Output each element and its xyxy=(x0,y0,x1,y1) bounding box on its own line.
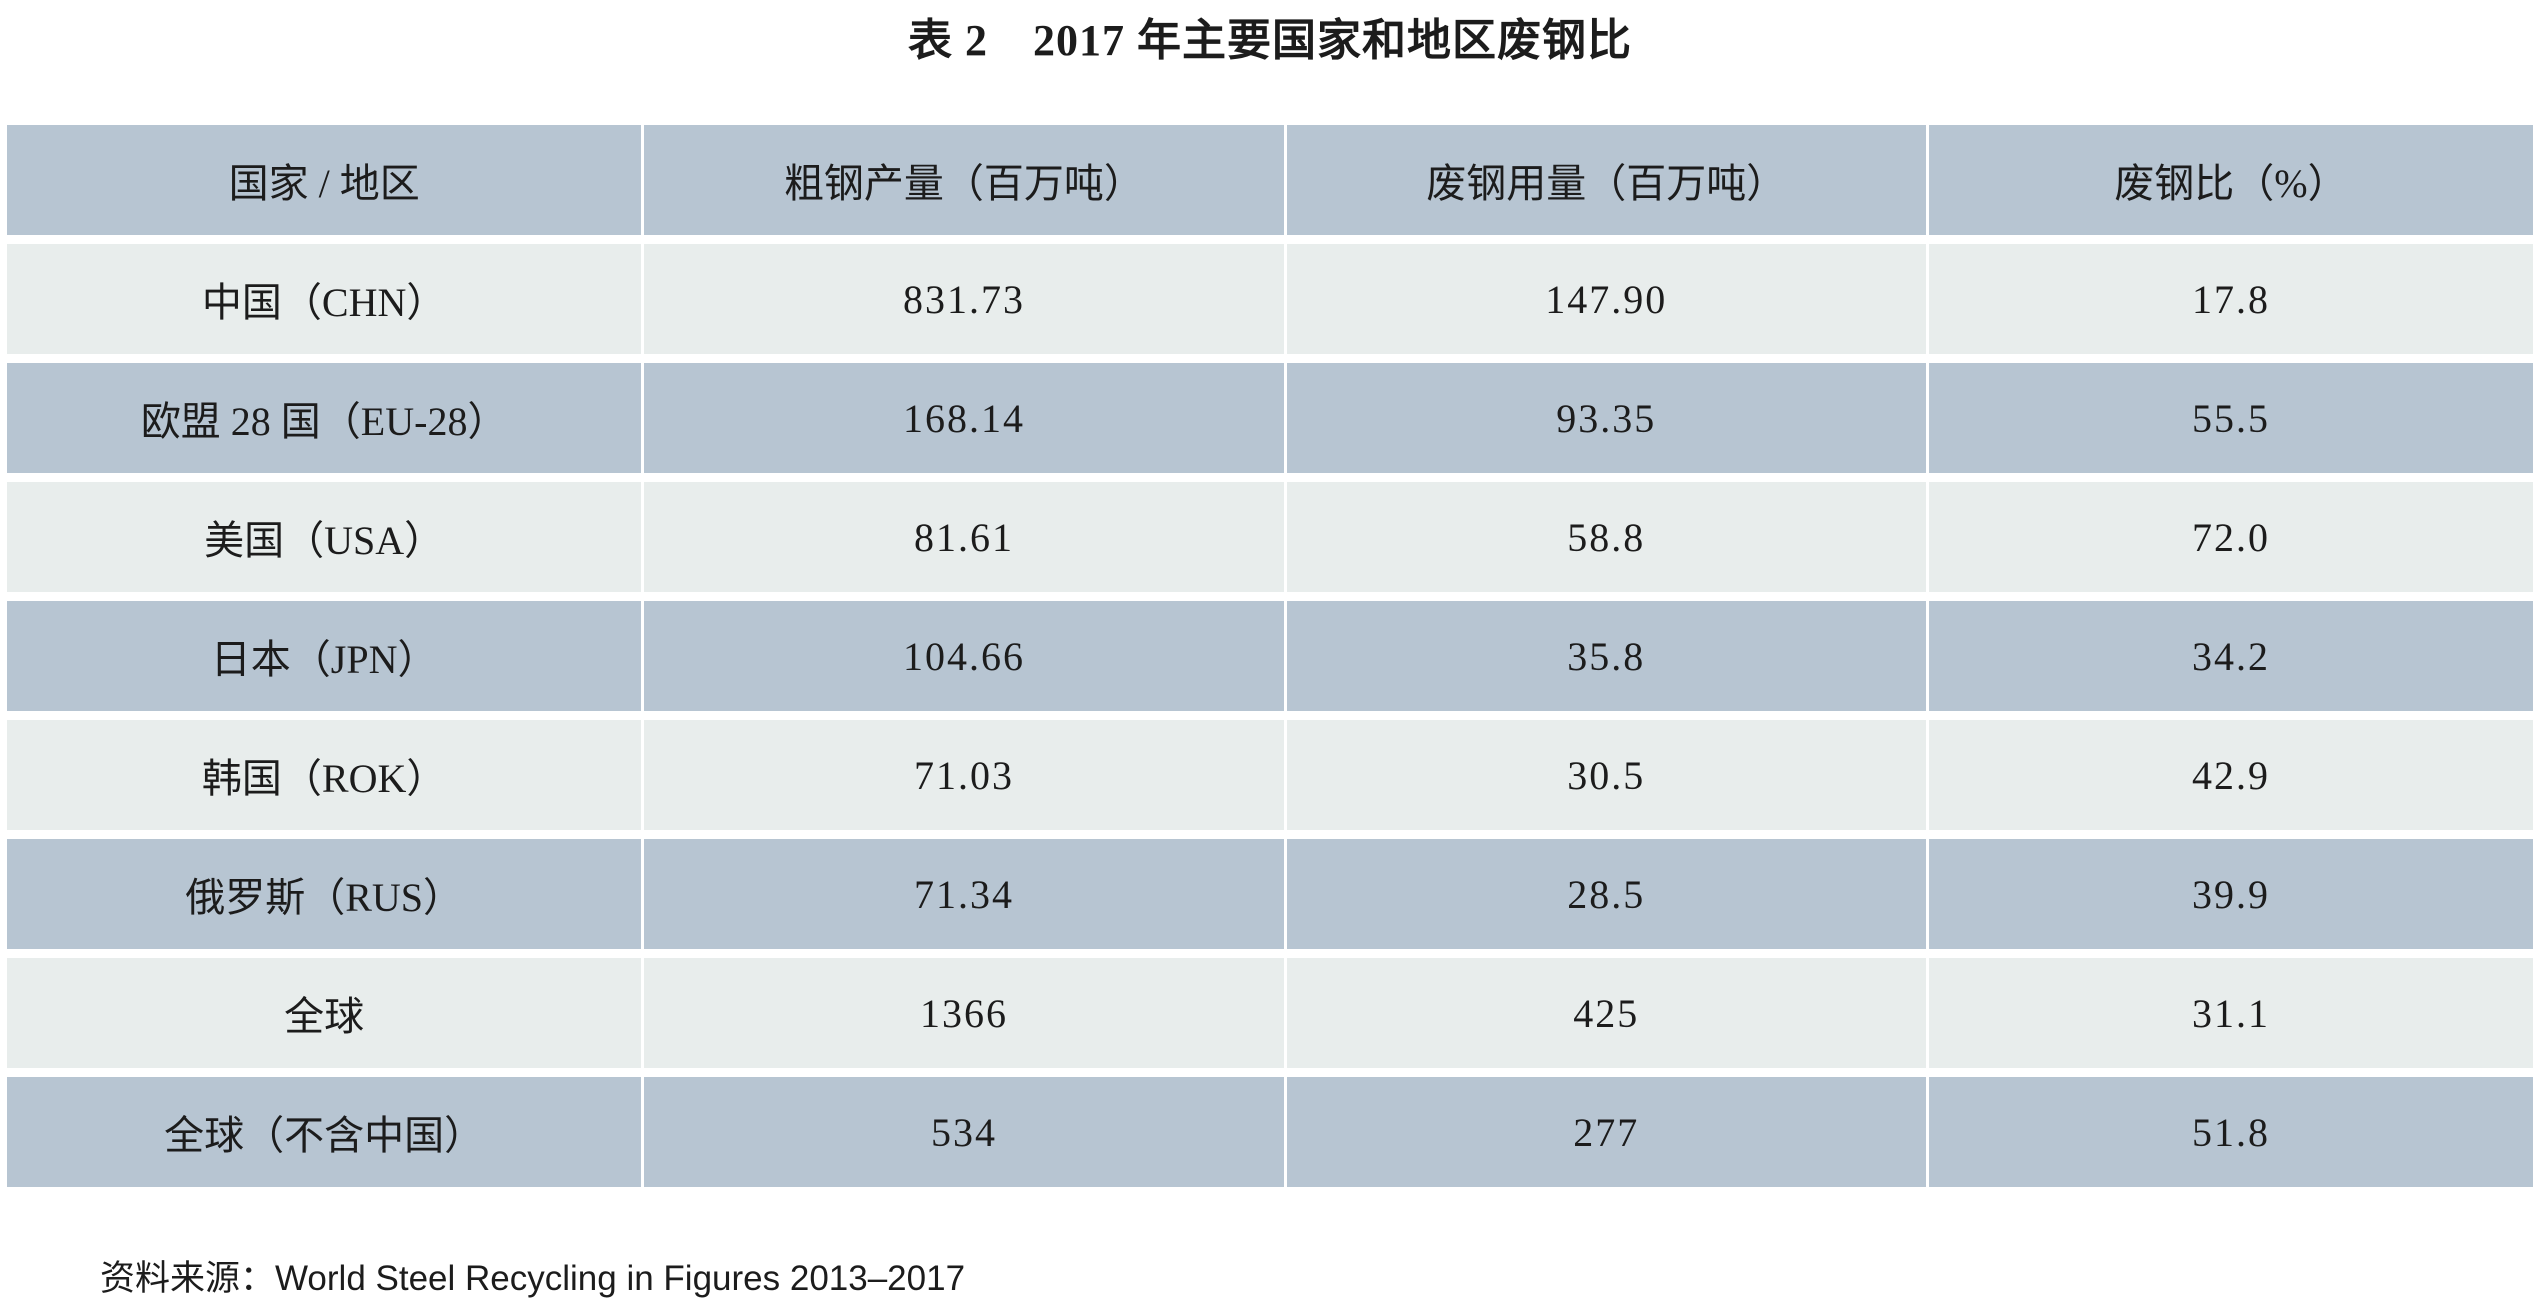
cell-scrap-use: 30.5 xyxy=(1286,720,1926,830)
cell-ratio: 51.8 xyxy=(1928,1077,2533,1187)
cell-scrap-use: 35.8 xyxy=(1286,601,1926,711)
data-source: 资料来源：World Steel Recycling in Figures 20… xyxy=(100,1250,2540,1301)
table-row: 全球（不含中国） 534 277 51.8 xyxy=(7,1077,2533,1187)
header-cell-region: 国家 / 地区 xyxy=(7,125,642,235)
cell-region: 中国（CHN） xyxy=(7,244,642,354)
cell-production: 168.14 xyxy=(644,363,1284,473)
cell-scrap-use: 93.35 xyxy=(1286,363,1926,473)
table-row: 欧盟 28 国（EU-28） 168.14 93.35 55.5 xyxy=(7,363,2533,473)
cell-production: 831.73 xyxy=(644,244,1284,354)
header-cell-production: 粗钢产量（百万吨） xyxy=(644,125,1284,235)
cell-ratio: 34.2 xyxy=(1928,601,2533,711)
data-table: 国家 / 地区 粗钢产量（百万吨） 废钢用量（百万吨） 废钢比（%） 中国（CH… xyxy=(4,116,2536,1196)
cell-region: 美国（USA） xyxy=(7,482,642,592)
header-cell-scrap-use: 废钢用量（百万吨） xyxy=(1286,125,1926,235)
cell-scrap-use: 58.8 xyxy=(1286,482,1926,592)
data-source-label: 资料来源： xyxy=(100,1259,276,1298)
cell-region: 日本（JPN） xyxy=(7,601,642,711)
cell-ratio: 17.8 xyxy=(1928,244,2533,354)
cell-region: 全球 xyxy=(7,958,642,1068)
cell-production: 71.03 xyxy=(644,720,1284,830)
table-row: 日本（JPN） 104.66 35.8 34.2 xyxy=(7,601,2533,711)
header-cell-ratio: 废钢比（%） xyxy=(1928,125,2533,235)
cell-scrap-use: 147.90 xyxy=(1286,244,1926,354)
cell-production: 81.61 xyxy=(644,482,1284,592)
cell-production: 104.66 xyxy=(644,601,1284,711)
table-row: 俄罗斯（RUS） 71.34 28.5 39.9 xyxy=(7,839,2533,949)
cell-region: 俄罗斯（RUS） xyxy=(7,839,642,949)
cell-scrap-use: 425 xyxy=(1286,958,1926,1068)
header-row: 国家 / 地区 粗钢产量（百万吨） 废钢用量（百万吨） 废钢比（%） xyxy=(7,125,2533,235)
cell-ratio: 42.9 xyxy=(1928,720,2533,830)
cell-production: 71.34 xyxy=(644,839,1284,949)
cell-production: 534 xyxy=(644,1077,1284,1187)
cell-ratio: 55.5 xyxy=(1928,363,2533,473)
cell-region: 全球（不含中国） xyxy=(7,1077,642,1187)
cell-region: 欧盟 28 国（EU-28） xyxy=(7,363,642,473)
cell-ratio: 31.1 xyxy=(1928,958,2533,1068)
cell-scrap-use: 277 xyxy=(1286,1077,1926,1187)
data-source-text: World Steel Recycling in Figures 2013–20… xyxy=(275,1259,966,1298)
table-row: 全球 1366 425 31.1 xyxy=(7,958,2533,1068)
cell-region: 韩国（ROK） xyxy=(7,720,642,830)
cell-production: 1366 xyxy=(644,958,1284,1068)
table-row: 中国（CHN） 831.73 147.90 17.8 xyxy=(7,244,2533,354)
table-row: 美国（USA） 81.61 58.8 72.0 xyxy=(7,482,2533,592)
cell-scrap-use: 28.5 xyxy=(1286,839,1926,949)
page-title: 表 2 2017 年主要国家和地区废钢比 xyxy=(908,16,1632,65)
table-row: 韩国（ROK） 71.03 30.5 42.9 xyxy=(7,720,2533,830)
cell-ratio: 72.0 xyxy=(1928,482,2533,592)
cell-ratio: 39.9 xyxy=(1928,839,2533,949)
